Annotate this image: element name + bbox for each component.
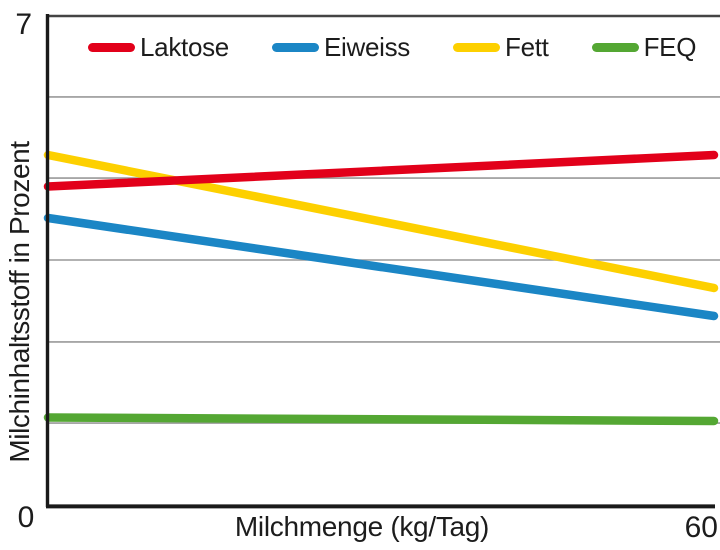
legend-item-eiweiss: Eiweiss xyxy=(271,31,410,63)
legend-item-feq: FEQ xyxy=(591,31,697,63)
legend-swatch-laktose xyxy=(88,42,135,52)
legend-swatch-fett xyxy=(453,42,500,52)
legend-label-feq: FEQ xyxy=(643,31,697,62)
legend: Laktose Eiweiss Fett FEQ xyxy=(88,31,697,63)
series-line-laktose xyxy=(43,150,719,191)
legend-swatch-feq xyxy=(591,42,639,52)
origin-tick: 0 xyxy=(17,501,35,534)
legend-label-fett: Fett xyxy=(505,31,549,62)
x-axis-tick-max: 60 xyxy=(684,511,718,544)
series-line-eiweiss xyxy=(43,213,719,321)
legend-item-fett: Fett xyxy=(453,32,549,63)
series-line-feq xyxy=(43,413,719,426)
legend-item-laktose: Laktose xyxy=(88,32,229,63)
y-axis-tick-max: 7 xyxy=(15,8,32,41)
legend-label-eiweiss: Eiweiss xyxy=(323,31,410,62)
x-axis-title: Milchmenge (kg/Tag) xyxy=(234,511,490,542)
legend-swatch-eiweiss xyxy=(271,42,319,52)
legend-label-laktose: Laktose xyxy=(140,31,229,62)
y-axis-title: Milchinhaltsstoff in Prozent xyxy=(4,141,35,463)
